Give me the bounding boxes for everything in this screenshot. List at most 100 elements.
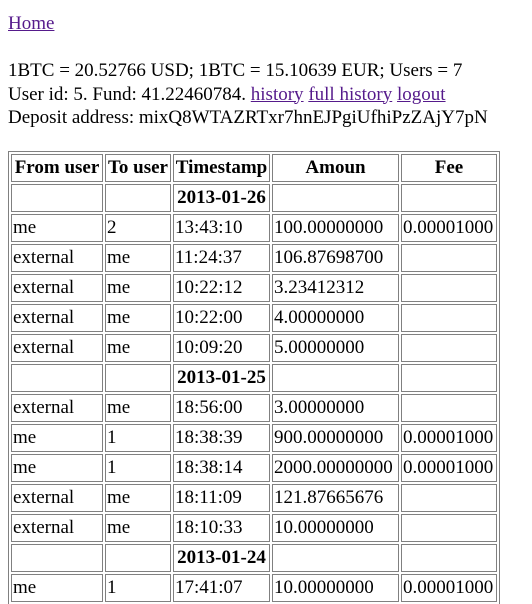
header-fee: Fee: [401, 154, 497, 182]
fee-cell: 0.00001000: [401, 574, 497, 602]
amount-cell: 121.87665676: [272, 484, 399, 512]
from-user-cell: external: [11, 514, 103, 542]
from-user-cell: me: [11, 424, 103, 452]
from-user-cell: external: [11, 484, 103, 512]
fee-cell: 0.00001000: [401, 214, 497, 242]
amount-cell: 4.00000000: [272, 304, 399, 332]
date-cell: 2013-01-26: [173, 184, 270, 212]
timestamp-cell: 10:09:20: [173, 334, 270, 362]
table-row: me 2 13:43:10 100.00000000 0.00001000: [11, 214, 497, 242]
empty-cell: [401, 364, 497, 392]
date-cell: 2013-01-25: [173, 364, 270, 392]
table-row: external me 18:10:33 10.00000000: [11, 514, 497, 542]
from-user-cell: external: [11, 334, 103, 362]
fee-cell: [401, 514, 497, 542]
logout-link[interactable]: logout: [396, 83, 446, 105]
empty-cell: [105, 364, 171, 392]
timestamp-cell: 17:41:07: [173, 574, 270, 602]
timestamp-cell: 10:22:00: [173, 304, 270, 332]
to-user-cell: 1: [105, 574, 171, 602]
empty-cell: [11, 364, 103, 392]
table-row: external me 11:24:37 106.87698700: [11, 244, 497, 272]
to-user-cell: me: [105, 394, 171, 422]
timestamp-cell: 18:38:39: [173, 424, 270, 452]
fee-cell: 0.00001000: [401, 454, 497, 482]
timestamp-cell: 18:11:09: [173, 484, 270, 512]
header-to-user: To user: [105, 154, 171, 182]
to-user-cell: me: [105, 484, 171, 512]
to-user-cell: 1: [105, 424, 171, 452]
from-user-cell: me: [11, 214, 103, 242]
fee-cell: [401, 394, 497, 422]
deposit-address-line: Deposit address: mixQ8WTAZRTxr7hnEJPgiUf…: [8, 107, 488, 128]
empty-cell: [105, 184, 171, 212]
from-user-cell: external: [11, 274, 103, 302]
table-row: external me 18:11:09 121.87665676: [11, 484, 497, 512]
from-user-cell: external: [11, 244, 103, 272]
empty-cell: [11, 184, 103, 212]
amount-cell: 10.00000000: [272, 574, 399, 602]
header-timestamp: Timestamp: [173, 154, 270, 182]
date-cell: 2013-01-24: [173, 544, 270, 572]
fee-cell: [401, 274, 497, 302]
date-group-row: 2013-01-24: [11, 544, 497, 572]
amount-cell: 5.00000000: [272, 334, 399, 362]
account-info: 1BTC = 20.52766 USD; 1BTC = 15.10639 EUR…: [8, 59, 488, 130]
timestamp-cell: 18:10:33: [173, 514, 270, 542]
fee-cell: [401, 334, 497, 362]
to-user-cell: me: [105, 334, 171, 362]
table-row: me 1 18:38:14 2000.00000000 0.00001000: [11, 454, 497, 482]
empty-cell: [105, 544, 171, 572]
amount-cell: 3.00000000: [272, 394, 399, 422]
amount-cell: 100.00000000: [272, 214, 399, 242]
date-group-row: 2013-01-25: [11, 364, 497, 392]
to-user-cell: me: [105, 304, 171, 332]
user-line: User id: 5. Fund: 41.22460784. history f…: [8, 83, 488, 107]
user-fund-text: User id: 5. Fund: 41.22460784.: [8, 83, 247, 105]
header-amount: Amoun: [272, 154, 399, 182]
transactions-table: From user To user Timestamp Amoun Fee 20…: [8, 151, 500, 604]
fee-cell: [401, 304, 497, 332]
table-row: me 1 18:38:39 900.00000000 0.00001000: [11, 424, 497, 452]
rates-line: 1BTC = 20.52766 USD; 1BTC = 15.10639 EUR…: [8, 60, 463, 81]
empty-cell: [272, 184, 399, 212]
transactions-body: 2013-01-26 me 2 13:43:10 100.00000000 0.00001…: [11, 184, 497, 602]
date-group-row: 2013-01-26: [11, 184, 497, 212]
fee-cell: 0.00001000: [401, 424, 497, 452]
empty-cell: [401, 184, 497, 212]
timestamp-cell: 13:43:10: [173, 214, 270, 242]
empty-cell: [272, 364, 399, 392]
table-row: external me 10:22:12 3.23412312: [11, 274, 497, 302]
home-link[interactable]: Home: [8, 13, 55, 34]
fee-cell: [401, 484, 497, 512]
header-from-user: From user: [11, 154, 103, 182]
table-row: external me 10:22:00 4.00000000: [11, 304, 497, 332]
table-row: me 1 17:41:07 10.00000000 0.00001000: [11, 574, 497, 602]
fee-cell: [401, 244, 497, 272]
timestamp-cell: 18:38:14: [173, 454, 270, 482]
amount-cell: 2000.00000000: [272, 454, 399, 482]
to-user-cell: me: [105, 274, 171, 302]
timestamp-cell: 18:56:00: [173, 394, 270, 422]
to-user-cell: me: [105, 514, 171, 542]
from-user-cell: me: [11, 454, 103, 482]
table-header-row: From user To user Timestamp Amoun Fee: [11, 154, 497, 182]
empty-cell: [11, 544, 103, 572]
amount-cell: 10.00000000: [272, 514, 399, 542]
to-user-cell: 1: [105, 454, 171, 482]
to-user-cell: 2: [105, 214, 171, 242]
full-history-link[interactable]: full history: [308, 83, 393, 105]
from-user-cell: external: [11, 304, 103, 332]
timestamp-cell: 10:22:12: [173, 274, 270, 302]
to-user-cell: me: [105, 244, 171, 272]
history-link[interactable]: history: [250, 83, 304, 105]
table-row: external me 18:56:00 3.00000000: [11, 394, 497, 422]
empty-cell: [401, 544, 497, 572]
from-user-cell: external: [11, 394, 103, 422]
amount-cell: 106.87698700: [272, 244, 399, 272]
from-user-cell: me: [11, 574, 103, 602]
empty-cell: [272, 544, 399, 572]
table-row: external me 10:09:20 5.00000000: [11, 334, 497, 362]
amount-cell: 3.23412312: [272, 274, 399, 302]
amount-cell: 900.00000000: [272, 424, 399, 452]
